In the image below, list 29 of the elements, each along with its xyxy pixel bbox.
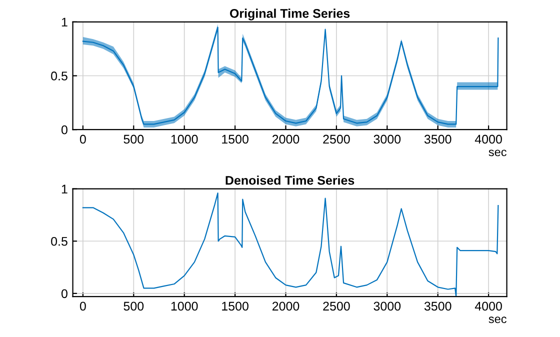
x-axis-title: sec	[488, 150, 506, 156]
x-tick-label: 1000	[171, 134, 198, 144]
y-tick-label: 1	[62, 184, 68, 194]
x-tick-label: 3000	[374, 302, 401, 311]
x-tick-label: 500	[124, 134, 144, 144]
y-tick-label: 0	[61, 289, 68, 298]
y-tick-label: 1	[62, 18, 68, 26]
x-tick-label: 2000	[272, 302, 300, 311]
x-tick-label: 0	[80, 302, 86, 311]
chart-title: Denoised Time Series	[226, 176, 354, 185]
y-tick-label: 0	[61, 125, 68, 134]
x-tick-label: 1500	[222, 134, 248, 144]
x-tick-label: 500	[124, 302, 144, 311]
chart-title: Original Time Series	[230, 8, 350, 20]
x-tick-label: 2000	[272, 134, 300, 144]
x-tick-label: 2500	[323, 134, 350, 144]
line-series	[82, 192, 499, 297]
x-tick-label: 4000	[474, 302, 502, 311]
y-tick-label: 0.5	[51, 236, 68, 246]
x-tick-label: 3500	[424, 134, 452, 144]
x-tick-label: 3000	[374, 134, 401, 144]
x-tick-label: 4000	[474, 134, 502, 144]
x-axis-title: sec	[488, 316, 506, 324]
x-tick-label: 0	[80, 134, 86, 144]
x-tick-label: 3500	[424, 302, 452, 311]
x-tick-label: 1500	[222, 302, 248, 311]
x-tick-label: 1000	[171, 302, 198, 311]
y-tick-label: 0.5	[51, 72, 68, 80]
x-tick-label: 2500	[323, 302, 350, 311]
